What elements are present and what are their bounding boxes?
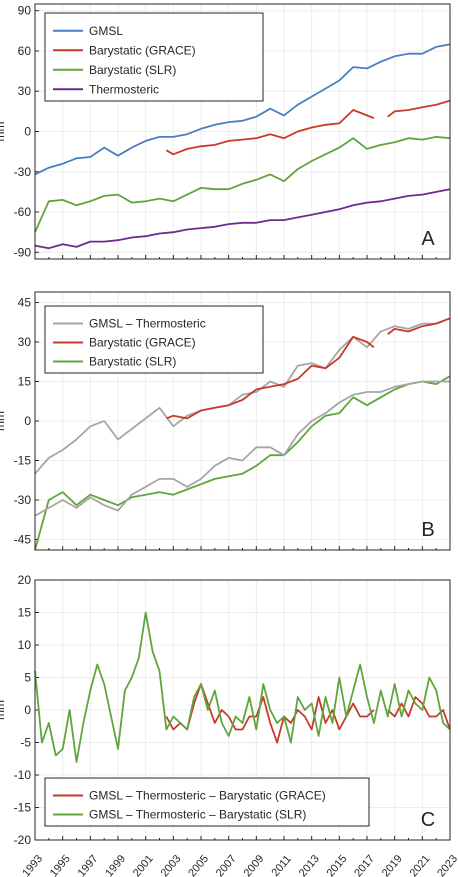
y-tick-label: -5 [20, 736, 31, 750]
x-tick-label: 2019 [380, 853, 405, 877]
y-tick-label: -30 [14, 165, 32, 179]
legend-label: Barystatic (GRACE) [89, 43, 196, 57]
y-tick-label: -10 [14, 768, 32, 782]
y-tick-label: -15 [14, 801, 32, 815]
y-tick-label: 20 [18, 573, 32, 587]
legend-label: GMSL – Thermosteric [89, 317, 206, 331]
x-tick-label: 2009 [242, 853, 267, 877]
y-axis-label: mm [0, 700, 7, 720]
series-line [34, 188, 451, 250]
series-line [34, 375, 451, 551]
y-tick-label: 0 [24, 414, 31, 428]
y-tick-label: -15 [14, 453, 32, 467]
series-line [34, 317, 451, 475]
y-tick-label: 15 [18, 606, 32, 620]
y-tick-label: 10 [18, 638, 32, 652]
y-tick-label: 0 [24, 703, 31, 717]
y-axis-label: mm [0, 411, 7, 431]
panel-label: A [421, 228, 435, 250]
series-line [166, 317, 451, 420]
x-tick-label: 2001 [131, 853, 156, 877]
panel-label: B [421, 519, 434, 541]
y-tick-label: 30 [18, 335, 32, 349]
panel-a: 90 60 30 0 -30 -60 -90 mm A GMSL Barystatic (GRACE… [0, 3, 451, 260]
y-tick-label: -20 [14, 833, 32, 847]
series-line [165, 99, 451, 156]
legend-label: GMSL – Thermosteric – Barystatic (SLR) [89, 808, 306, 822]
legend-label: GMSL – Thermosteric – Barystatic (GRACE) [89, 789, 326, 803]
series-line [34, 380, 450, 517]
plot-frame [34, 579, 451, 841]
y-tick-label: -45 [14, 532, 32, 546]
legend-label: Thermosteric [89, 82, 159, 96]
legend-label: Barystatic (GRACE) [89, 336, 196, 350]
y-tick-label: -90 [14, 245, 32, 259]
plot-frame [34, 3, 451, 260]
legend-label: Barystatic (SLR) [89, 63, 176, 77]
legend-label: GMSL [89, 24, 123, 38]
legend-box [44, 12, 264, 102]
y-tick-label: 5 [24, 671, 31, 685]
x-tick-label: 1995 [48, 853, 73, 877]
x-tick-label: 2023 [435, 853, 458, 877]
y-tick-label: -30 [14, 493, 32, 507]
x-tick-label: 1999 [103, 853, 128, 877]
x-tick-label: 2005 [186, 853, 211, 877]
series-line [34, 611, 451, 763]
x-tick-label: 2017 [352, 853, 377, 877]
y-tick-label: 30 [18, 84, 32, 98]
x-tick-label: 2013 [297, 853, 322, 877]
panel-b: 45 30 15 0 -15 -30 -45 mm B GMSL – Thermosteric Ba… [0, 291, 451, 551]
x-tick-label: 1993 [20, 853, 45, 877]
y-tick-label: 60 [18, 44, 32, 58]
x-tick-label: 2003 [159, 853, 184, 877]
y-tick-label: 0 [24, 125, 31, 139]
plot-frame [34, 291, 451, 551]
panel-label: C [421, 809, 435, 831]
x-tick-label: 2021 [408, 853, 433, 877]
series-line [34, 136, 451, 233]
x-tick-label: 2015 [325, 853, 350, 877]
series-line [34, 43, 451, 176]
y-tick-label: 15 [18, 375, 32, 389]
y-axis-label: mm [0, 122, 7, 142]
y-tick-label: -60 [14, 205, 32, 219]
x-tick-label: 2007 [214, 853, 239, 877]
legend-box [44, 777, 370, 827]
x-tick-label: 1997 [76, 853, 101, 877]
y-tick-label: 45 [18, 296, 32, 310]
x-tick-label: 2011 [270, 853, 294, 877]
legend-label: Barystatic (SLR) [89, 355, 176, 369]
y-tick-label: 90 [18, 4, 32, 18]
